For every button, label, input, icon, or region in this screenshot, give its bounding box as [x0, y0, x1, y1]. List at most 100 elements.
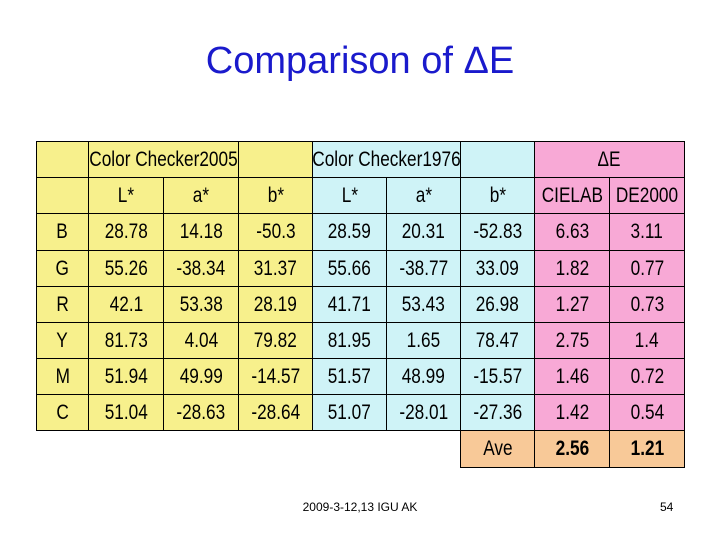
table-cell-text: -50.3 [255, 220, 296, 243]
table-cell: -52.83 [460, 213, 535, 251]
row-label-text: G [55, 256, 70, 280]
table-cell: 0.77 [609, 250, 685, 287]
table-cell-text: 49.99 [179, 364, 223, 388]
table-cell-text: 78.47 [475, 328, 520, 352]
table-cell-text: 81.73 [104, 328, 148, 352]
table-cell: 33.09 [460, 250, 535, 287]
table-cell: 55.66 [312, 250, 387, 287]
table-cell: -28.64 [238, 394, 313, 431]
column-header-text: a* [415, 183, 432, 207]
table-cell-text: -27.36 [473, 400, 522, 424]
row-label: R [36, 286, 89, 323]
table-cell-text: 53.38 [179, 292, 223, 316]
table-cell: 31.37 [238, 250, 313, 287]
table-cell: 81.95 [312, 322, 387, 359]
row-label: B [36, 213, 89, 251]
table-cell: 53.43 [386, 286, 461, 323]
column-header-text: a* [192, 183, 210, 207]
table-cell: 1.4 [609, 322, 685, 359]
table-cell: 28.59 [312, 213, 387, 251]
column-header-text: b* [267, 183, 284, 207]
column-header: a* [386, 177, 461, 214]
table-cell-text: -14.57 [251, 364, 300, 388]
table-cell-text: -28.63 [176, 400, 226, 424]
table-cell: 81.73 [88, 322, 164, 359]
group-header: Color Checker1976 [312, 141, 461, 178]
table-cell-text: -28.01 [399, 400, 448, 424]
table-cell: 28.19 [238, 286, 313, 323]
column-header: a* [163, 177, 239, 214]
table-cell-text: 81.95 [327, 328, 372, 352]
table-cell: 79.82 [238, 322, 313, 359]
header-cell [36, 141, 89, 178]
table-cell: 20.31 [386, 213, 461, 251]
table-cell-text: 1.42 [555, 400, 589, 424]
table-cell: 41.71 [312, 286, 387, 323]
table-cell-text: 48.99 [401, 364, 446, 388]
group-header-text: ΔE [597, 147, 621, 171]
header-cell [460, 141, 535, 178]
table-cell: -28.01 [386, 394, 461, 431]
row-label-text: Y [56, 328, 69, 352]
table-cell-text: 53.43 [401, 292, 446, 316]
table-cell: -15.57 [460, 358, 535, 395]
group-header-text: Color Checker1976 [312, 147, 461, 171]
table-cell-text: 20.31 [401, 220, 446, 243]
table-cell-text: 55.26 [104, 256, 148, 280]
table-cell: 2.75 [534, 322, 610, 359]
table-cell: 1.46 [534, 358, 610, 395]
column-header: DE2000 [609, 177, 685, 214]
footer-text: 2009-3-12,13 IGU AK [302, 500, 418, 514]
table-cell-text: 51.04 [104, 400, 148, 424]
table-cell-text: 1.27 [555, 292, 589, 316]
table-cell-text: 31.37 [253, 256, 298, 280]
table-cell: 53.38 [163, 286, 239, 323]
table-cell: -14.57 [238, 358, 313, 395]
column-header: L* [312, 177, 387, 214]
table-cell-text: 0.77 [630, 256, 664, 280]
table-cell: 0.73 [609, 286, 685, 323]
table-cell: 1.82 [534, 250, 610, 287]
average-value-text: 1.21 [630, 437, 664, 460]
row-label: M [36, 358, 89, 395]
table-cell: -50.3 [238, 213, 313, 251]
table-cell-text: 41.71 [327, 292, 372, 316]
table-cell: 78.47 [460, 322, 535, 359]
column-header-text: L* [117, 183, 135, 207]
table-cell: 4.04 [163, 322, 239, 359]
table-cell-text: 4.04 [184, 328, 218, 352]
table-cell-text: 28.78 [104, 220, 148, 243]
table-cell: 6.63 [534, 213, 610, 251]
row-label: Y [36, 322, 89, 359]
table-cell-text: -28.64 [251, 400, 300, 424]
average-value: 1.21 [609, 430, 685, 468]
table-cell: -28.63 [163, 394, 239, 431]
table-cell: -38.34 [163, 250, 239, 287]
table-cell-text: 28.59 [327, 220, 372, 243]
table-cell-text: 1.46 [555, 364, 589, 388]
average-value: 2.56 [534, 430, 610, 468]
table-cell: -38.77 [386, 250, 461, 287]
row-label: C [36, 394, 89, 431]
table-cell-text: 79.82 [253, 328, 298, 352]
row-label-text: M [55, 364, 70, 388]
header-cell [238, 141, 313, 178]
table-cell-text: 1.4 [635, 328, 659, 352]
table-cell-text: 26.98 [475, 292, 520, 316]
group-header: ΔE [534, 141, 685, 178]
table-cell: 49.99 [163, 358, 239, 395]
table-cell-text: 51.57 [327, 364, 372, 388]
row-label-text: C [56, 400, 69, 424]
table-cell-text: 0.72 [630, 364, 664, 388]
column-header: L* [88, 177, 164, 214]
table-cell-text: 51.07 [327, 400, 372, 424]
row-label: G [36, 250, 89, 287]
table-cell: 0.54 [609, 394, 685, 431]
table-cell-text: -38.77 [399, 256, 448, 280]
row-label-text: R [56, 292, 69, 316]
table-cell: -27.36 [460, 394, 535, 431]
table-cell-text: 55.66 [327, 256, 372, 280]
table-cell: 0.72 [609, 358, 685, 395]
table-cell: 3.11 [609, 213, 685, 251]
